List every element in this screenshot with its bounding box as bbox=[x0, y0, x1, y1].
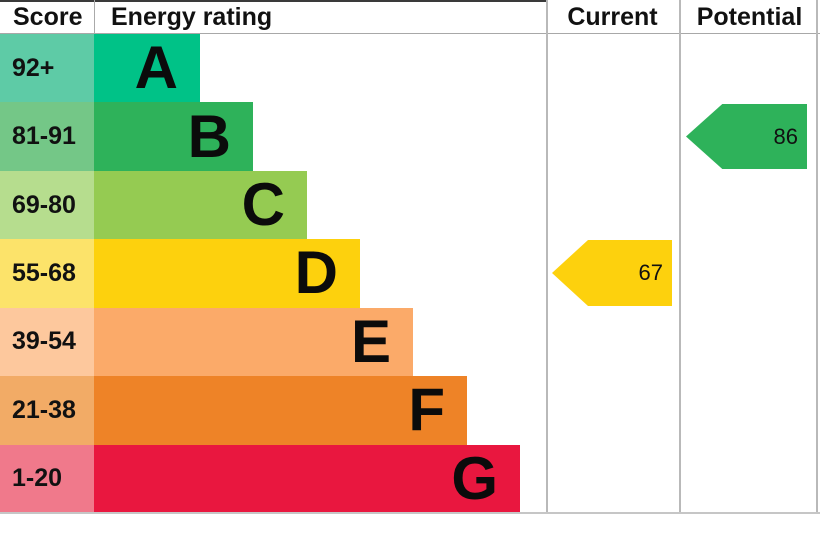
grid-line-bottom-border bbox=[0, 512, 820, 514]
grid-line-potential-divider bbox=[679, 0, 681, 513]
rating-bar: C bbox=[94, 170, 307, 240]
rating-letter: F bbox=[408, 376, 445, 444]
current-rating-value: 67 bbox=[638, 260, 663, 285]
rating-letter: C bbox=[241, 171, 285, 239]
score-range: 1-20 bbox=[0, 444, 94, 513]
band-row-a: 92+ A bbox=[0, 34, 820, 103]
band-row-g: 1-20 G bbox=[0, 444, 820, 513]
score-range: 69-80 bbox=[0, 170, 94, 240]
rating-bar: E bbox=[94, 307, 413, 377]
potential-rating-value: 86 bbox=[773, 123, 798, 149]
score-range: 21-38 bbox=[0, 376, 94, 445]
band-row-e: 39-54 E bbox=[0, 307, 820, 377]
score-range: 81-91 bbox=[0, 102, 94, 171]
grid-line-current-divider bbox=[546, 0, 548, 513]
header-score: Score bbox=[13, 2, 83, 31]
rating-letter: A bbox=[134, 34, 178, 102]
grid-line-top bbox=[0, 0, 547, 2]
rating-letter: G bbox=[451, 444, 498, 512]
rating-letter: D bbox=[294, 239, 338, 307]
band-row-c: 69-80 C bbox=[0, 170, 820, 240]
rating-letter: B bbox=[187, 102, 231, 170]
score-range: 92+ bbox=[0, 34, 94, 103]
rating-letter: E bbox=[350, 307, 391, 375]
grid-line-header-bottom bbox=[0, 33, 820, 34]
rating-bar: G bbox=[94, 444, 520, 513]
band-rows: 92+ A 81-91 B 69-80 C 55-68 D 39-54 bbox=[0, 34, 820, 513]
score-range: 55-68 bbox=[0, 239, 94, 308]
rating-bar: F bbox=[94, 376, 467, 445]
band-row-b: 81-91 B bbox=[0, 102, 820, 171]
chart-header: Score Energy rating Current Potential bbox=[0, 0, 820, 34]
score-range: 39-54 bbox=[0, 307, 94, 377]
rating-bar: D bbox=[94, 239, 360, 308]
band-row-d: 55-68 D bbox=[0, 239, 820, 308]
grid-line-right-border bbox=[816, 0, 818, 513]
grid-line-score-divider bbox=[94, 0, 95, 33]
rating-bar: B bbox=[94, 102, 253, 171]
rating-bar: A bbox=[94, 34, 200, 103]
band-row-f: 21-38 F bbox=[0, 376, 820, 445]
header-potential: Potential bbox=[696, 2, 803, 31]
header-energy-rating: Energy rating bbox=[111, 2, 273, 31]
header-current: Current bbox=[567, 2, 658, 31]
